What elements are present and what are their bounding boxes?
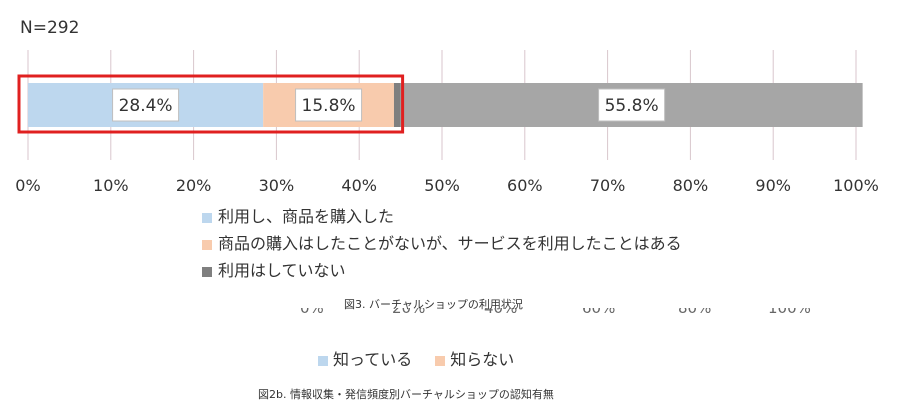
x-tick-label: 90% bbox=[755, 176, 791, 195]
data-label-box bbox=[112, 88, 180, 122]
figure-caption: 図3. バーチャルショップの利用状況 bbox=[344, 298, 523, 311]
legend-item-not-used: 利用はしていない bbox=[202, 257, 346, 281]
legend-item-service-only: 商品の購入はしたことがないが、サービスを利用したことはある bbox=[202, 230, 682, 254]
x-tick-label: 40% bbox=[341, 176, 377, 195]
data-label-box bbox=[295, 88, 363, 122]
legend-item-dont-know: 知らない bbox=[435, 350, 514, 369]
data-label-box bbox=[598, 88, 666, 122]
legend-swatch bbox=[318, 355, 328, 366]
clipped-tick: 20% bbox=[392, 308, 426, 317]
legend-label: 知っている bbox=[333, 350, 413, 369]
x-tick-label: 0% bbox=[15, 176, 40, 195]
x-tick-label: 70% bbox=[590, 176, 626, 195]
x-tick-label: 30% bbox=[259, 176, 295, 195]
second-figure-caption: 図2b. 情報収集・発信頻度別バーチャルショップの認知有無 bbox=[258, 388, 554, 401]
clipped-tick: 40% bbox=[484, 308, 518, 317]
clipped-tick: 60% bbox=[582, 308, 616, 317]
data-label: 28.4% bbox=[119, 96, 173, 116]
legend-label: 商品の購入はしたことがないが、サービスを利用したことはある bbox=[218, 234, 682, 253]
legend-label: 利用し、商品を購入した bbox=[218, 207, 395, 226]
clipped-tick: 100% bbox=[768, 308, 811, 317]
x-axis-ticks: 0% 10% 20% 30% 40% 50% 60% 70% 80% 90% 100% bbox=[15, 176, 879, 195]
legend-label: 知らない bbox=[450, 350, 515, 369]
legend-swatch bbox=[202, 212, 212, 223]
sample-size-label: N=292 bbox=[20, 18, 80, 38]
legend-label: 利用はしていない bbox=[218, 261, 346, 280]
bar-segment bbox=[393, 83, 401, 127]
clipped-tick: 80% bbox=[678, 308, 712, 317]
x-tick-label: 60% bbox=[507, 176, 543, 195]
legend-item-purchased: 利用し、商品を購入した bbox=[202, 203, 394, 227]
legend-swatch bbox=[435, 355, 446, 366]
second-chart-legend: 知っている 知らない bbox=[318, 346, 532, 370]
data-labels: 28.4% 15.8% 55.8% bbox=[112, 88, 666, 122]
clipped-tick: 0% bbox=[300, 308, 324, 317]
legend-item-know: 知っている bbox=[318, 350, 412, 369]
highlight-box bbox=[17, 74, 405, 134]
legend-swatch bbox=[202, 239, 212, 250]
x-tick-label: 10% bbox=[93, 176, 129, 195]
clipped-tick-row: 0% 20% 40% 60% 80% 100% bbox=[300, 308, 820, 318]
x-tick-label: 80% bbox=[673, 176, 709, 195]
x-tick-label: 50% bbox=[424, 176, 460, 195]
data-label: 55.8% bbox=[605, 96, 659, 116]
data-label: 15.8% bbox=[302, 96, 356, 116]
legend-swatch bbox=[202, 266, 212, 277]
x-tick-label: 20% bbox=[176, 176, 212, 195]
x-tick-label: 100% bbox=[833, 176, 879, 195]
